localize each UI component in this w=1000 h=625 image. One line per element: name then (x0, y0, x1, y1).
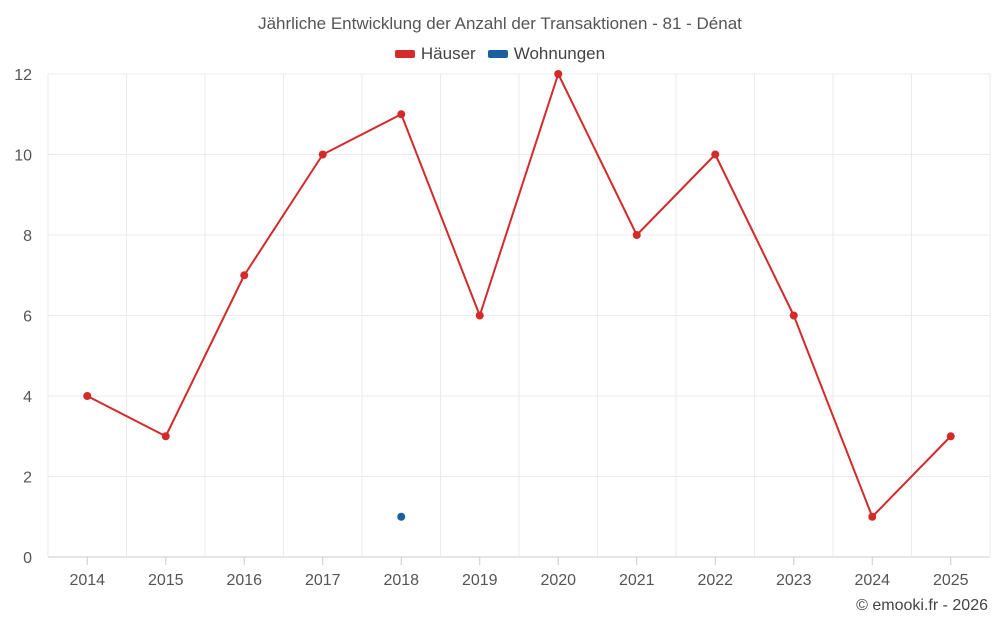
legend: Häuser Wohnungen (0, 44, 1000, 64)
y-tick-label: 0 (23, 550, 32, 567)
legend-label-haeuser: Häuser (420, 44, 476, 63)
data-point-series-0 (240, 271, 249, 280)
data-point-series-0 (318, 150, 327, 159)
legend-item-haeuser[interactable]: Häuser (394, 44, 476, 64)
x-tick-label: 2018 (383, 572, 419, 589)
x-tick-label: 2014 (69, 572, 105, 589)
x-tick-label: 2016 (226, 572, 262, 589)
y-tick-label: 10 (14, 148, 32, 165)
chart-title: Jährliche Entwicklung der Anzahl der Tra… (258, 14, 742, 33)
x-tick-label: 2025 (933, 572, 969, 589)
y-tick-label: 12 (14, 67, 32, 84)
data-point-series-0 (632, 231, 641, 239)
data-point-series-0 (83, 392, 92, 400)
legend-swatch-wohnungen (487, 50, 508, 58)
data-point-series-0 (946, 432, 955, 441)
x-tick-label: 2019 (462, 572, 498, 589)
data-point-series-1 (397, 512, 406, 521)
data-point-series-0 (868, 512, 877, 521)
data-point-series-0 (475, 311, 484, 320)
data-point-series-0 (789, 311, 798, 320)
credit-text: © emooki.fr - 2026 (856, 597, 988, 614)
x-tick-label: 2023 (776, 572, 812, 589)
y-tick-label: 4 (23, 389, 32, 406)
data-point-series-0 (397, 110, 406, 119)
x-tick-label: 2017 (305, 572, 341, 589)
x-tick-label: 2022 (697, 572, 733, 589)
y-tick-label: 2 (23, 470, 32, 487)
legend-item-wohnungen[interactable]: Wohnungen (487, 44, 606, 64)
legend-swatch-haeuser (394, 50, 415, 58)
legend-label-wohnungen: Wohnungen (513, 44, 606, 63)
data-point-series-0 (161, 432, 170, 441)
y-tick-label: 8 (23, 228, 32, 245)
x-tick-label: 2021 (619, 572, 655, 589)
series-line-0 (86, 73, 952, 518)
x-tick-label: 2024 (854, 572, 890, 589)
y-tick-label: 6 (23, 309, 32, 326)
data-point-series-0 (711, 150, 720, 159)
x-tick-label: 2015 (148, 572, 184, 589)
data-point-series-0 (554, 70, 563, 78)
x-tick-label: 2020 (540, 572, 576, 589)
